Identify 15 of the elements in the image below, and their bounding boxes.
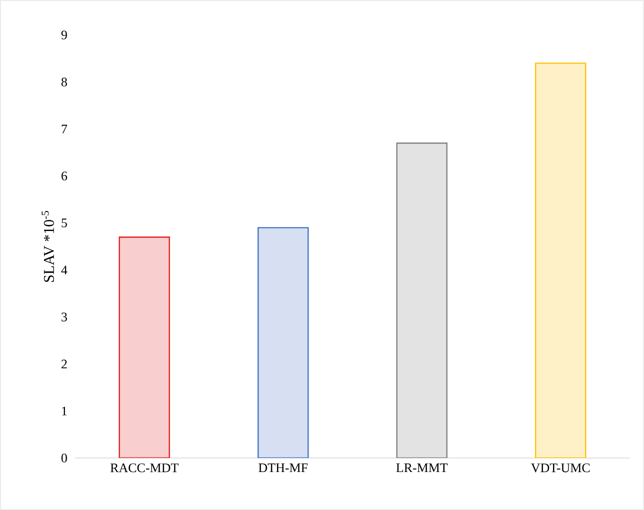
x-tick-label: DTH-MF: [258, 464, 308, 472]
y-tick-label: 6: [62, 172, 68, 180]
y-tick-label: 5: [62, 218, 67, 228]
y-tick-label: 3: [62, 312, 67, 322]
y-axis-title: SLAV *10$^{-5}$: [42, 211, 54, 282]
y-tick-label: 4: [61, 266, 68, 274]
x-tick-label: RACC-MDT: [110, 464, 178, 472]
y-tick-label: 7: [62, 124, 68, 134]
y-tick-label: 1: [62, 406, 67, 416]
x-tick-label: VDT-UMC: [531, 464, 590, 472]
y-tick-label: 0: [61, 454, 67, 462]
x-tick-label: LR-MMT: [396, 464, 448, 472]
y-tick-label: 2: [62, 360, 67, 368]
y-tick-label: 9: [61, 30, 67, 40]
y-tick-label: 8: [61, 78, 67, 86]
